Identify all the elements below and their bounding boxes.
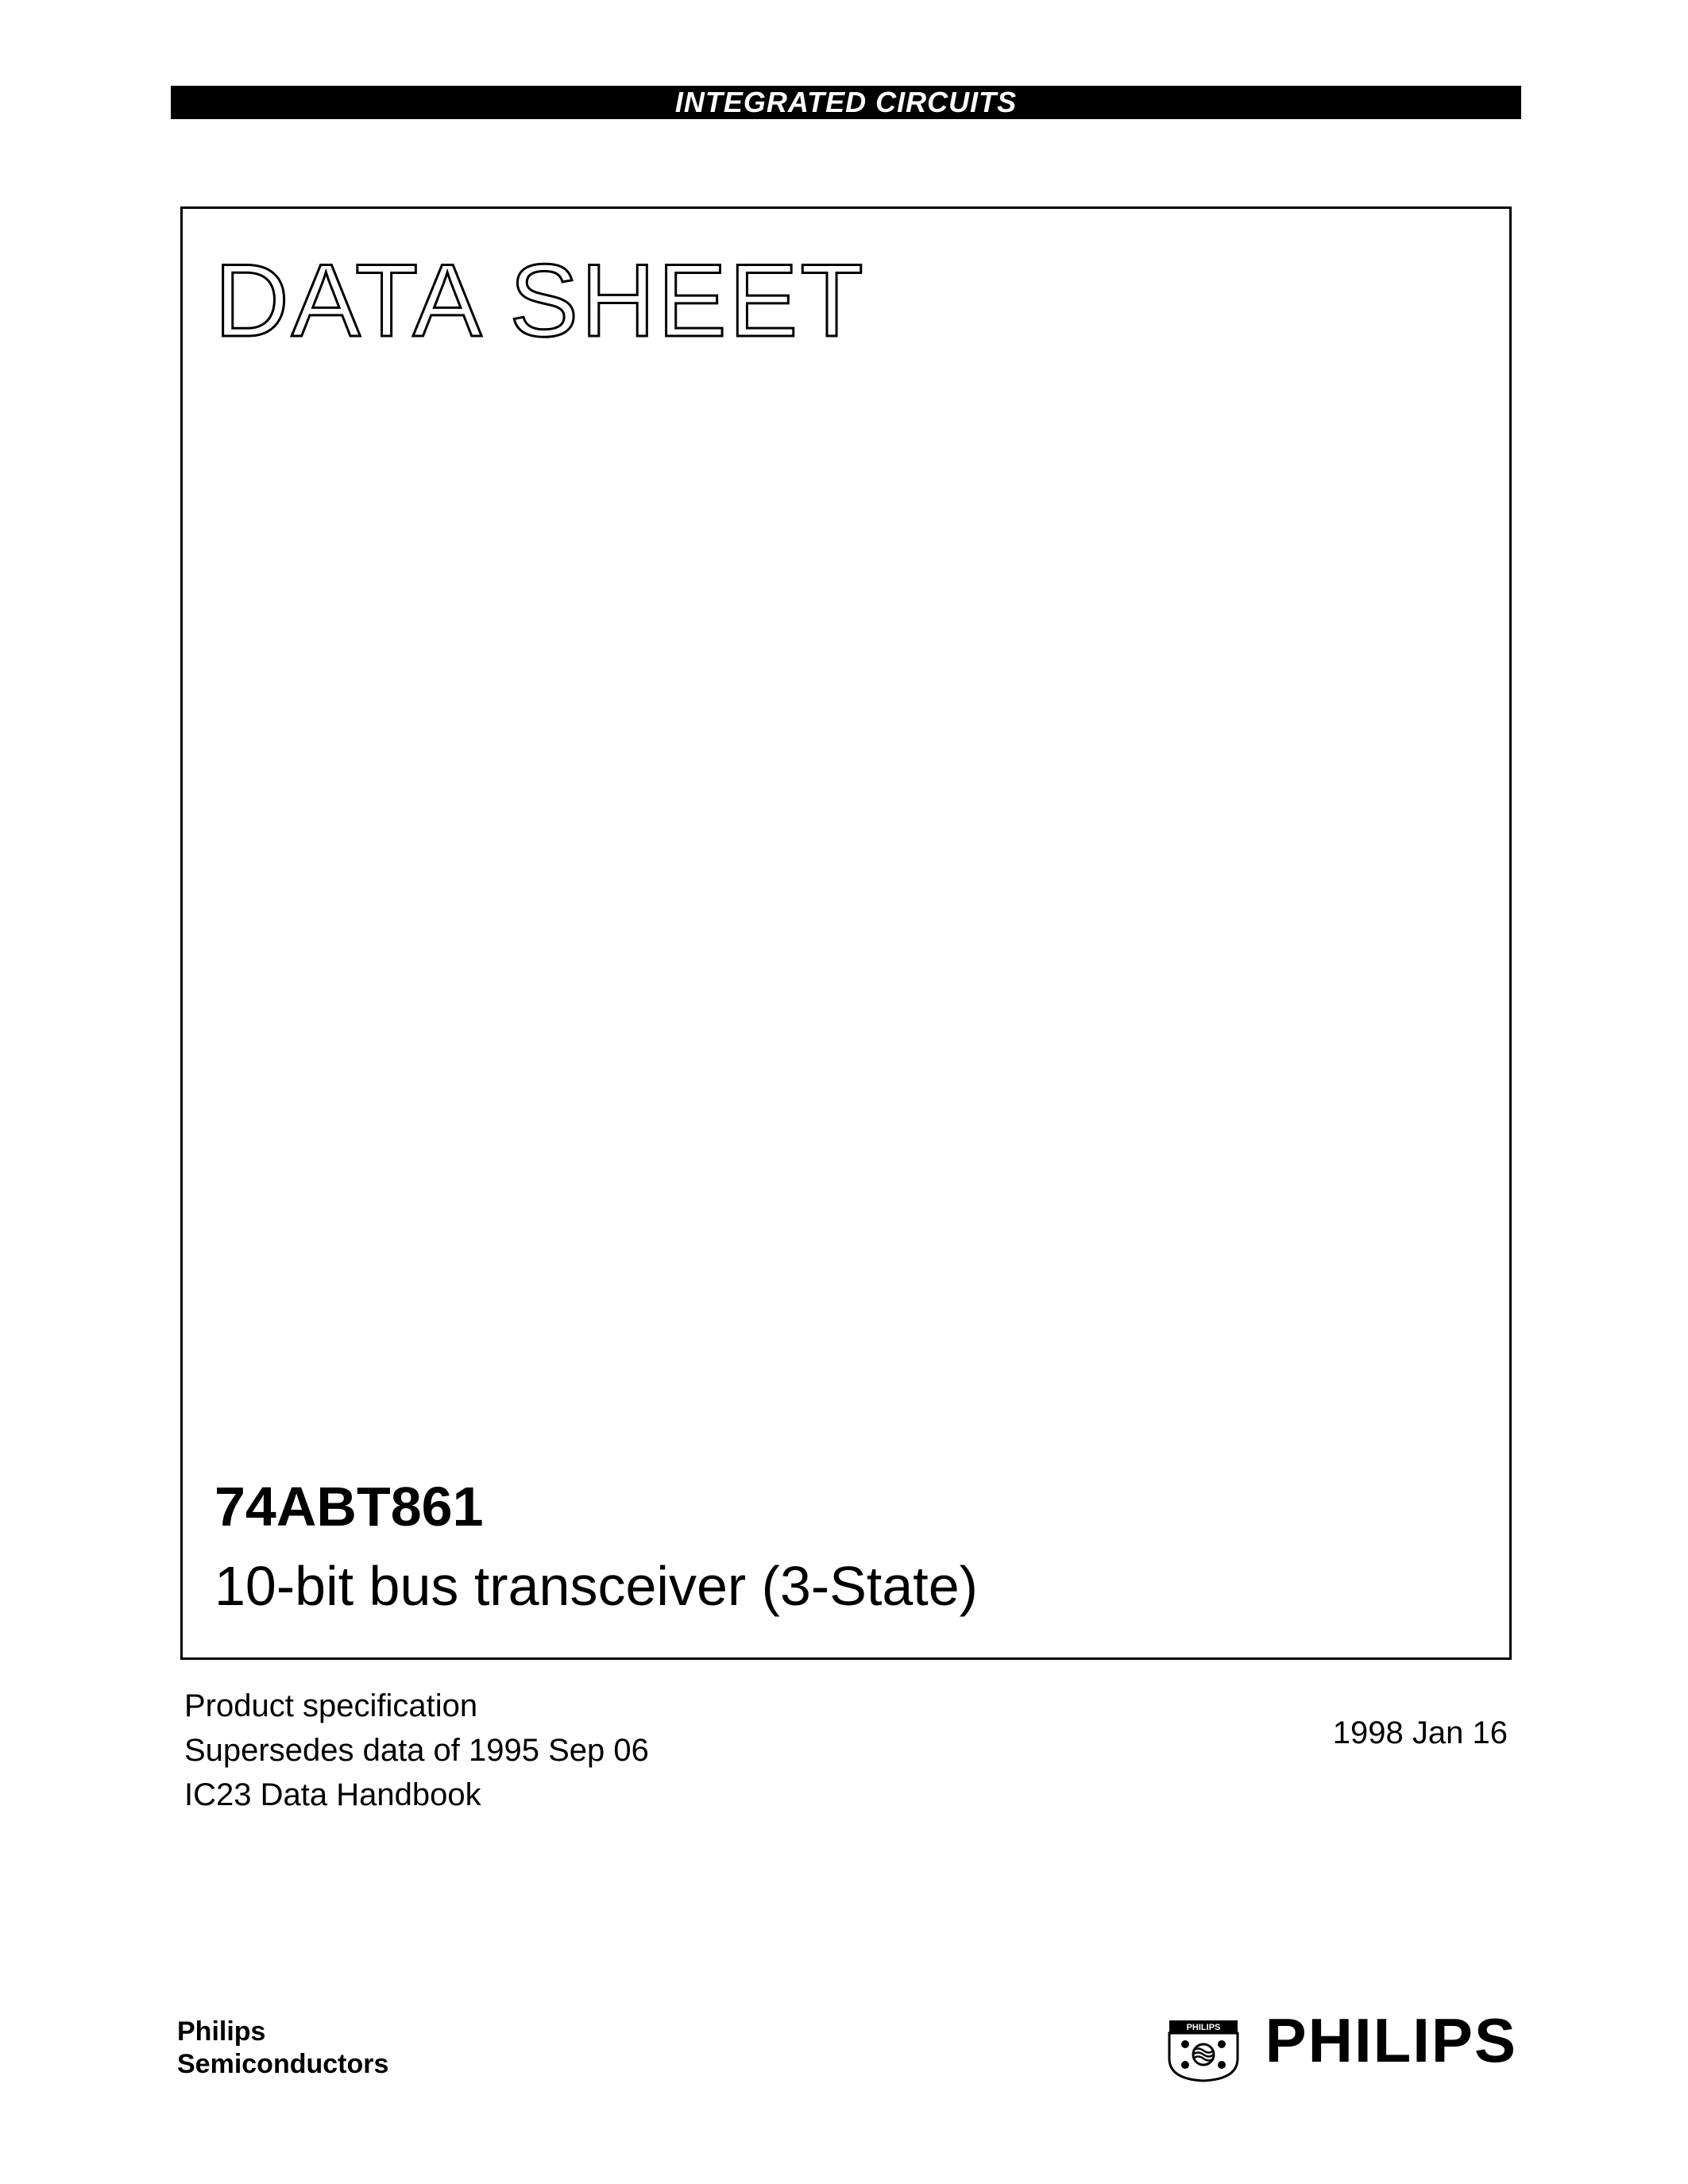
meta-line-spec: Product specification [184, 1684, 649, 1728]
part-description: 10-bit bus transceiver (3-State) [214, 1554, 978, 1618]
meta-date: 1998 Jan 16 [1333, 1715, 1508, 1751]
part-number: 74ABT861 [214, 1475, 484, 1538]
datasheet-box: DATA SHEET 74ABT861 10-bit bus transceiv… [180, 206, 1512, 1660]
footer-company: Philips Semiconductors [177, 2016, 388, 2081]
meta-info: Product specification Supersedes data of… [184, 1684, 649, 1817]
meta-line-handbook: IC23 Data Handbook [184, 1773, 649, 1817]
datasheet-title: DATA SHEET [214, 241, 866, 360]
philips-shield-icon: PHILIPS [1168, 2019, 1239, 2082]
header-banner: INTEGRATED CIRCUITS [171, 86, 1521, 119]
meta-line-supersedes: Supersedes data of 1995 Sep 06 [184, 1728, 649, 1773]
philips-wordmark: PHILIPS [1265, 2005, 1517, 2077]
svg-text:PHILIPS: PHILIPS [1187, 2023, 1221, 2032]
footer-company-line2: Semiconductors [177, 2048, 388, 2081]
footer-company-line1: Philips [177, 2016, 388, 2048]
